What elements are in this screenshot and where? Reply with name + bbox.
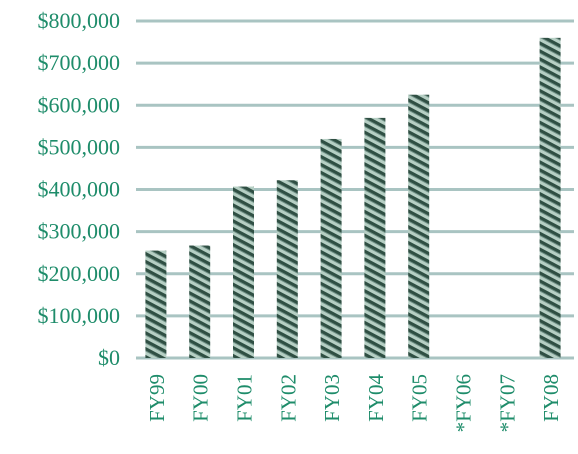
x-category-label: *FY06 — [452, 374, 476, 432]
bar-fy05 — [408, 94, 430, 358]
y-tick-label: $0 — [98, 345, 120, 370]
y-tick-label: $700,000 — [38, 50, 121, 75]
y-tick-label: $400,000 — [38, 177, 121, 202]
y-tick-label: $100,000 — [38, 303, 121, 328]
y-tick-label: $800,000 — [38, 8, 121, 33]
x-category-label: FY99 — [145, 374, 169, 422]
bar-fy02 — [276, 180, 298, 358]
x-category-label: FY02 — [276, 374, 300, 422]
y-tick-label: $300,000 — [38, 219, 121, 244]
x-category-label: *FY07 — [495, 374, 519, 432]
y-axis-tick-labels: $0 $100,000 $200,000 $300,000 $400,000 $500,0… — [38, 8, 121, 370]
bar-fy01 — [233, 186, 254, 358]
x-axis-category-labels: FY99 FY00 FY01 FY02 FY03 FY04 FY05 *FY06 *FY07 FY… — [145, 374, 563, 433]
x-category-label: FY01 — [233, 374, 257, 422]
bar-fy00 — [189, 245, 211, 358]
x-category-label: FY04 — [364, 374, 388, 422]
y-tick-label: $200,000 — [38, 261, 121, 286]
bars — [145, 37, 561, 358]
x-category-label: FY03 — [320, 374, 344, 422]
y-tick-label: $600,000 — [38, 92, 121, 117]
bar-fy04 — [364, 117, 386, 358]
bar-fy03 — [320, 138, 342, 358]
bar-fy08 — [539, 37, 561, 358]
bar-fy99 — [145, 250, 167, 358]
x-category-label: FY08 — [539, 374, 563, 422]
x-category-label: FY05 — [408, 374, 432, 422]
y-tick-label: $500,000 — [38, 134, 121, 159]
x-category-label: FY00 — [189, 374, 213, 422]
